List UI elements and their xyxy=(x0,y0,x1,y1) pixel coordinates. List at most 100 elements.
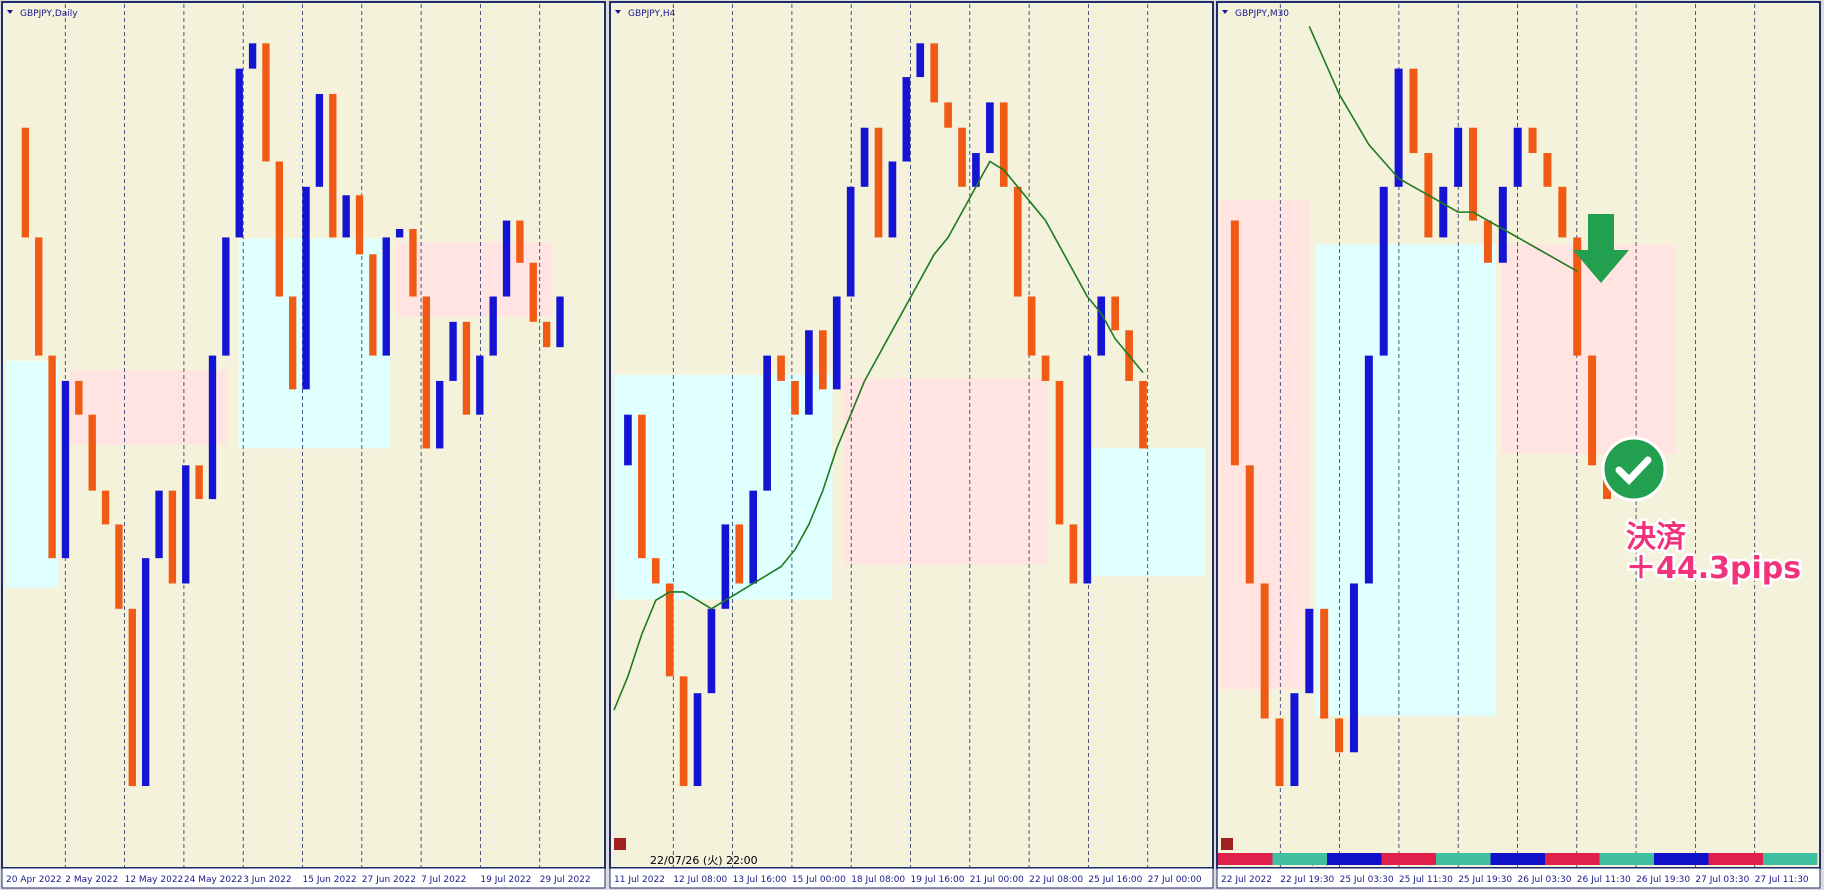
signal-bar xyxy=(1545,853,1600,865)
x-label: 27 Jun 2022 xyxy=(362,875,416,885)
candle xyxy=(155,490,163,559)
decorations xyxy=(1218,214,1818,865)
candle xyxy=(986,102,994,154)
title-arrow xyxy=(1222,10,1228,14)
candle xyxy=(275,161,283,297)
axis-strip xyxy=(1,867,606,889)
candle xyxy=(369,254,377,356)
candle xyxy=(1335,718,1344,753)
title-arrow xyxy=(615,10,621,14)
check-badge xyxy=(1601,436,1667,502)
candle xyxy=(1498,186,1507,263)
toolbar-icon xyxy=(614,838,626,850)
candle xyxy=(707,608,716,694)
axis-strip xyxy=(609,867,1214,889)
moving-average xyxy=(613,160,1144,711)
signal-bar xyxy=(1436,853,1491,865)
candle xyxy=(1558,186,1567,238)
annotation-title: 決済 xyxy=(1626,520,1687,555)
x-label: 22 Jul 19:30 xyxy=(1280,875,1334,885)
candle xyxy=(262,43,270,162)
candle xyxy=(1439,186,1448,238)
candle xyxy=(916,43,925,78)
candle xyxy=(222,237,230,356)
candle xyxy=(1245,465,1254,584)
x-label: 25 Jul 11:30 xyxy=(1399,875,1453,885)
candle xyxy=(1528,127,1537,154)
candle xyxy=(48,355,56,559)
toolbar-icon xyxy=(1221,838,1233,850)
candle xyxy=(235,68,243,238)
chart-panel: GBPJPY,Daily 20 Apr 2022 2 May 2022 12 May … xyxy=(1,1,606,889)
candle xyxy=(21,127,30,238)
candle xyxy=(944,102,952,128)
x-label: 21 Jul 00:00 xyxy=(970,875,1024,885)
candle xyxy=(476,355,484,415)
zone xyxy=(1315,244,1496,716)
candle xyxy=(436,380,444,449)
candle xyxy=(529,262,537,322)
signal-bar xyxy=(1381,853,1436,865)
timestamp: 22/07/26 (火) 22:00 xyxy=(650,854,758,867)
candle xyxy=(556,296,564,348)
candle xyxy=(409,229,417,297)
candle xyxy=(693,693,702,787)
candle xyxy=(35,237,43,356)
signal-bar xyxy=(1327,853,1382,865)
candle xyxy=(1069,524,1078,584)
candle xyxy=(902,77,911,162)
candle xyxy=(1573,237,1582,356)
candle xyxy=(1055,380,1064,525)
candle xyxy=(382,237,390,356)
candle xyxy=(1260,583,1269,719)
candle xyxy=(182,465,190,584)
x-label: 19 Jul 16:00 xyxy=(911,875,965,885)
candle xyxy=(874,127,883,238)
candle xyxy=(329,93,337,238)
candle xyxy=(1097,296,1106,356)
candle xyxy=(1364,355,1373,584)
candle xyxy=(735,524,744,584)
candle xyxy=(1379,186,1388,356)
candle xyxy=(61,380,70,559)
candle xyxy=(763,355,771,491)
candle xyxy=(542,321,551,348)
candle xyxy=(679,676,688,787)
candle xyxy=(1230,220,1239,466)
down-arrow xyxy=(1573,214,1629,283)
candle xyxy=(805,330,813,415)
panel-title: GBPJPY,Daily xyxy=(20,9,78,19)
candle xyxy=(248,43,257,69)
chart-panel: GBPJPY,M30 22 Jul 2022 22 Jul 19:30 25 Jul … xyxy=(1216,1,1821,889)
candle xyxy=(1305,608,1314,694)
candle xyxy=(651,558,660,584)
x-label: 25 Jul 03:30 xyxy=(1340,875,1394,885)
candle xyxy=(422,296,431,449)
x-label: 20 Apr 2022 xyxy=(6,875,62,885)
candle xyxy=(818,330,827,390)
panel-title: GBPJPY,M30 xyxy=(1235,9,1289,19)
x-label: 26 Jul 19:30 xyxy=(1636,875,1690,885)
candle xyxy=(1469,127,1478,221)
zone xyxy=(395,242,553,317)
candle xyxy=(489,296,497,356)
x-label: 15 Jul 00:00 xyxy=(792,875,846,885)
candle xyxy=(342,195,350,238)
signal-bar xyxy=(1763,853,1818,865)
x-label: 12 May 2022 xyxy=(125,875,184,885)
candle xyxy=(289,296,297,390)
candle xyxy=(1483,220,1492,263)
candle xyxy=(846,186,855,297)
candle xyxy=(1394,68,1403,187)
candle xyxy=(930,43,939,103)
candle xyxy=(665,583,674,677)
candle xyxy=(972,153,980,187)
signal-bar xyxy=(1490,853,1545,865)
candle xyxy=(1588,355,1597,466)
chart-panel: GBPJPY,H4 11 Jul 2022 12 Jul 08:00 13 Jul 1… xyxy=(609,1,1214,889)
candle xyxy=(128,608,136,787)
x-label: 15 Jun 2022 xyxy=(303,875,357,885)
candle xyxy=(1027,296,1036,356)
x-label: 18 Jul 08:00 xyxy=(851,875,905,885)
